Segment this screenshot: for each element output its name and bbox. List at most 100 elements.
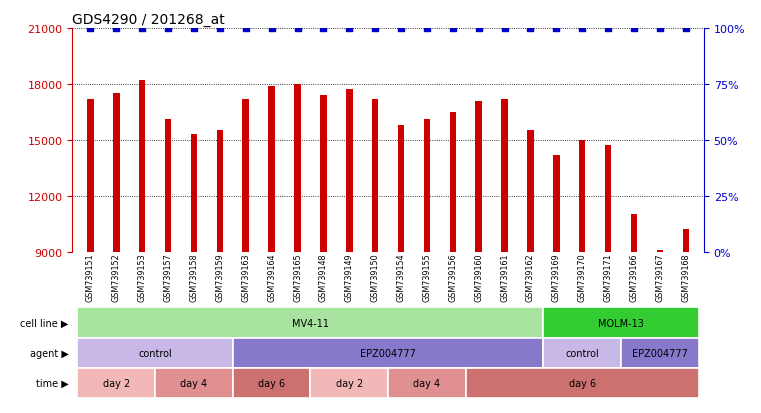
Bar bbox=[233, 338, 543, 368]
Bar bbox=[88, 100, 94, 252]
Bar bbox=[78, 308, 543, 338]
Bar bbox=[113, 94, 119, 252]
Bar bbox=[243, 100, 249, 252]
Text: GSM739164: GSM739164 bbox=[267, 253, 276, 301]
Text: GSM739163: GSM739163 bbox=[241, 253, 250, 301]
Point bbox=[524, 26, 537, 32]
Text: MV4-11: MV4-11 bbox=[292, 318, 329, 328]
Bar bbox=[657, 250, 663, 252]
Bar bbox=[450, 113, 456, 252]
Bar bbox=[320, 96, 326, 252]
Point bbox=[498, 26, 511, 32]
Text: day 4: day 4 bbox=[413, 378, 441, 388]
Bar bbox=[621, 338, 699, 368]
Point bbox=[162, 26, 174, 32]
Bar bbox=[372, 100, 378, 252]
Text: day 6: day 6 bbox=[258, 378, 285, 388]
Bar bbox=[476, 101, 482, 252]
Bar bbox=[78, 338, 233, 368]
Point bbox=[550, 26, 562, 32]
Text: cell line ▶: cell line ▶ bbox=[20, 318, 68, 328]
Text: GSM739157: GSM739157 bbox=[164, 253, 173, 301]
Text: GSM739154: GSM739154 bbox=[396, 253, 406, 301]
Text: day 6: day 6 bbox=[568, 378, 596, 388]
Text: GSM739158: GSM739158 bbox=[189, 253, 199, 301]
Bar bbox=[553, 155, 559, 252]
Text: control: control bbox=[139, 348, 172, 358]
Text: EPZ004777: EPZ004777 bbox=[632, 348, 688, 358]
Point bbox=[343, 26, 355, 32]
Point bbox=[654, 26, 666, 32]
Bar bbox=[295, 85, 301, 252]
Point bbox=[628, 26, 640, 32]
Point bbox=[576, 26, 588, 32]
Text: GSM739151: GSM739151 bbox=[86, 253, 95, 301]
Bar bbox=[269, 86, 275, 252]
Bar bbox=[217, 131, 223, 252]
Point bbox=[136, 26, 148, 32]
Bar bbox=[165, 120, 171, 252]
Point bbox=[266, 26, 278, 32]
Point bbox=[110, 26, 123, 32]
Text: day 2: day 2 bbox=[336, 378, 363, 388]
Bar bbox=[466, 368, 699, 398]
Bar bbox=[310, 368, 388, 398]
Text: GSM739161: GSM739161 bbox=[500, 253, 509, 301]
Text: GSM739149: GSM739149 bbox=[345, 253, 354, 301]
Text: GSM739170: GSM739170 bbox=[578, 253, 587, 301]
Point bbox=[602, 26, 614, 32]
Bar bbox=[398, 126, 404, 252]
Text: GSM739148: GSM739148 bbox=[319, 253, 328, 301]
Bar bbox=[501, 100, 508, 252]
Text: GSM739162: GSM739162 bbox=[526, 253, 535, 301]
Bar bbox=[388, 368, 466, 398]
Text: time ▶: time ▶ bbox=[36, 378, 68, 388]
Bar bbox=[631, 215, 637, 252]
Text: day 2: day 2 bbox=[103, 378, 130, 388]
Point bbox=[240, 26, 252, 32]
Text: GSM739167: GSM739167 bbox=[655, 253, 664, 301]
Point bbox=[680, 26, 692, 32]
Text: GDS4290 / 201268_at: GDS4290 / 201268_at bbox=[72, 12, 225, 26]
Point bbox=[84, 26, 97, 32]
Text: GSM739165: GSM739165 bbox=[293, 253, 302, 301]
Text: GSM739156: GSM739156 bbox=[448, 253, 457, 301]
Text: control: control bbox=[565, 348, 599, 358]
Bar bbox=[683, 230, 689, 252]
Point bbox=[188, 26, 200, 32]
Point bbox=[473, 26, 485, 32]
Bar bbox=[233, 368, 310, 398]
Text: GSM739169: GSM739169 bbox=[552, 253, 561, 301]
Point bbox=[369, 26, 381, 32]
Bar bbox=[139, 81, 145, 252]
Text: agent ▶: agent ▶ bbox=[30, 348, 68, 358]
Text: GSM739152: GSM739152 bbox=[112, 253, 121, 301]
Text: GSM739155: GSM739155 bbox=[422, 253, 431, 301]
Point bbox=[291, 26, 304, 32]
Text: GSM739150: GSM739150 bbox=[371, 253, 380, 301]
Text: EPZ004777: EPZ004777 bbox=[360, 348, 416, 358]
Bar bbox=[346, 90, 352, 252]
Bar bbox=[155, 368, 233, 398]
Bar bbox=[543, 308, 699, 338]
Bar bbox=[543, 338, 621, 368]
Bar bbox=[605, 146, 611, 252]
Text: GSM739160: GSM739160 bbox=[474, 253, 483, 301]
Point bbox=[447, 26, 459, 32]
Point bbox=[421, 26, 433, 32]
Text: GSM739166: GSM739166 bbox=[629, 253, 638, 301]
Text: day 4: day 4 bbox=[180, 378, 208, 388]
Point bbox=[214, 26, 226, 32]
Text: GSM739168: GSM739168 bbox=[681, 253, 690, 301]
Text: GSM739153: GSM739153 bbox=[138, 253, 147, 301]
Text: GSM739171: GSM739171 bbox=[603, 253, 613, 301]
Point bbox=[395, 26, 407, 32]
Bar bbox=[78, 368, 155, 398]
Text: MOLM-13: MOLM-13 bbox=[598, 318, 644, 328]
Bar bbox=[527, 131, 533, 252]
Bar bbox=[424, 120, 430, 252]
Bar bbox=[579, 140, 585, 252]
Text: GSM739159: GSM739159 bbox=[215, 253, 224, 301]
Bar bbox=[191, 135, 197, 252]
Point bbox=[317, 26, 330, 32]
